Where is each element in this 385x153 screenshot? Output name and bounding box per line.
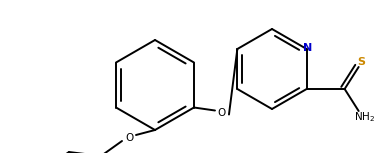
Text: O: O: [125, 133, 133, 143]
Text: NH$_2$: NH$_2$: [354, 110, 375, 124]
Text: O: O: [218, 108, 226, 118]
Text: S: S: [358, 57, 366, 67]
Text: N: N: [303, 43, 312, 53]
